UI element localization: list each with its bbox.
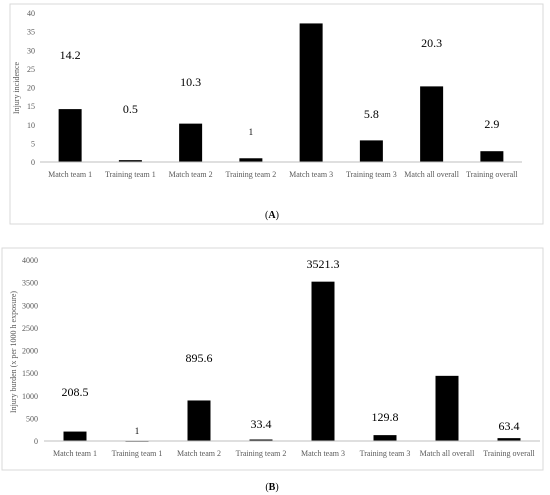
chart-b-y-tick-label: 2000 bbox=[22, 347, 38, 356]
chart-b-y-tick-label: 1500 bbox=[22, 369, 38, 378]
chart-b-category-label: Match team 1 bbox=[53, 449, 97, 458]
chart-a-y-axis-label: Injury incidence bbox=[12, 61, 21, 114]
chart-b-data-label: 208.5 bbox=[62, 385, 89, 399]
chart-b-panel-letter: B bbox=[269, 482, 276, 493]
chart-a-data-label: 0.5 bbox=[123, 102, 138, 116]
chart-a-y-tick-label: 35 bbox=[27, 28, 35, 37]
chart-b-category-label: Training team 3 bbox=[360, 449, 411, 458]
chart-b-data-label: 3521.3 bbox=[307, 257, 340, 271]
chart-a-y-tick-label: 5 bbox=[31, 139, 35, 148]
chart-b-frame bbox=[1, 247, 544, 471]
chart-b-y-tick-label: 500 bbox=[26, 414, 38, 423]
chart-a-bar bbox=[239, 158, 263, 162]
chart-a: Injury incidence 0 5 10 15 20 25 30 35 40 14.2 0.… bbox=[9, 3, 544, 225]
chart-b-category-label: Match team 3 bbox=[301, 449, 345, 458]
chart-a-data-label: 5.8 bbox=[364, 107, 379, 121]
chart-a-panel-letter: A bbox=[268, 210, 276, 221]
chart-b-data-label: 895.6 bbox=[186, 351, 213, 365]
chart-b-y-tick-label: 2500 bbox=[22, 324, 38, 333]
chart-b-category-label: Match all overall bbox=[420, 449, 475, 458]
chart-b-y-tick-label: 0 bbox=[34, 437, 38, 446]
chart-a-category-label: Match team 3 bbox=[289, 170, 333, 179]
chart-b-bar bbox=[435, 375, 459, 441]
chart-a-bar bbox=[179, 123, 203, 162]
chart-b-bar bbox=[311, 281, 335, 441]
chart-a-data-label: 10.3 bbox=[180, 75, 201, 89]
chart-a-bar bbox=[118, 160, 142, 162]
chart-a-bar bbox=[420, 86, 444, 162]
chart-a-category-label: Training overall bbox=[466, 170, 518, 179]
chart-a-y-tick-label: 40 bbox=[27, 9, 35, 18]
chart-a-data-label: 1 bbox=[249, 127, 254, 137]
chart-a-data-label: 37.2 bbox=[301, 33, 322, 47]
chart-b-y-tick-label: 3000 bbox=[22, 301, 38, 310]
chart-a-bar bbox=[58, 109, 82, 162]
chart-a-category-label: Match all overall bbox=[404, 170, 459, 179]
chart-a-data-label: 2.9 bbox=[484, 117, 499, 131]
chart-b-bar bbox=[63, 431, 87, 441]
chart-b-data-label: 129.8 bbox=[372, 410, 399, 424]
chart-a-category-label: Training team 1 bbox=[105, 170, 156, 179]
chart-b-data-label: 1 bbox=[135, 426, 140, 436]
chart-b-bar bbox=[373, 435, 397, 441]
chart-b: Injury burden (x per 1000 h exposure) 0 5… bbox=[1, 247, 544, 493]
chart-b-bar bbox=[497, 438, 521, 441]
chart-b-y-tick-label: 3500 bbox=[22, 279, 38, 288]
chart-a-category-label: Match team 1 bbox=[48, 170, 92, 179]
chart-b-category-label: Training team 2 bbox=[236, 449, 287, 458]
chart-b-y-tick-label: 1000 bbox=[22, 392, 38, 401]
chart-b-data-label: 63.4 bbox=[499, 419, 520, 433]
chart-b-y-tick-label: 4000 bbox=[22, 256, 38, 265]
chart-b-panel-label: (B) bbox=[265, 482, 278, 493]
chart-a-y-tick-label: 10 bbox=[27, 121, 35, 130]
chart-b-bar bbox=[187, 400, 211, 441]
chart-b-category-label: Match team 2 bbox=[177, 449, 221, 458]
chart-a-data-label: 20.3 bbox=[421, 36, 442, 50]
chart-a-panel-label: (A) bbox=[265, 210, 279, 221]
chart-b-category-label: Training overall bbox=[483, 449, 535, 458]
chart-a-y-tick-label: 15 bbox=[27, 102, 35, 111]
chart-a-y-tick-label: 20 bbox=[27, 84, 35, 93]
chart-a-category-label: Training team 3 bbox=[346, 170, 397, 179]
chart-b-y-axis-label: Injury burden (x per 1000 h exposure) bbox=[9, 291, 18, 414]
chart-a-bar bbox=[359, 140, 383, 162]
chart-b-category-label: Training team 1 bbox=[112, 449, 163, 458]
chart-a-data-label: 14.2 bbox=[60, 48, 81, 62]
chart-a-category-label: Match team 2 bbox=[169, 170, 213, 179]
chart-b-data-label: 33.4 bbox=[251, 417, 272, 431]
chart-a-frame bbox=[9, 3, 544, 225]
chart-b-data-label: 1440 bbox=[435, 377, 459, 391]
chart-a-bar bbox=[299, 23, 323, 163]
chart-a-y-tick-label: 25 bbox=[27, 65, 35, 74]
chart-a-y-tick-label: 30 bbox=[27, 46, 35, 55]
chart-a-bar bbox=[480, 151, 504, 162]
chart-b-bar bbox=[249, 439, 273, 441]
chart-a-y-tick-label: 0 bbox=[31, 158, 35, 167]
chart-a-category-label: Training team 2 bbox=[225, 170, 276, 179]
